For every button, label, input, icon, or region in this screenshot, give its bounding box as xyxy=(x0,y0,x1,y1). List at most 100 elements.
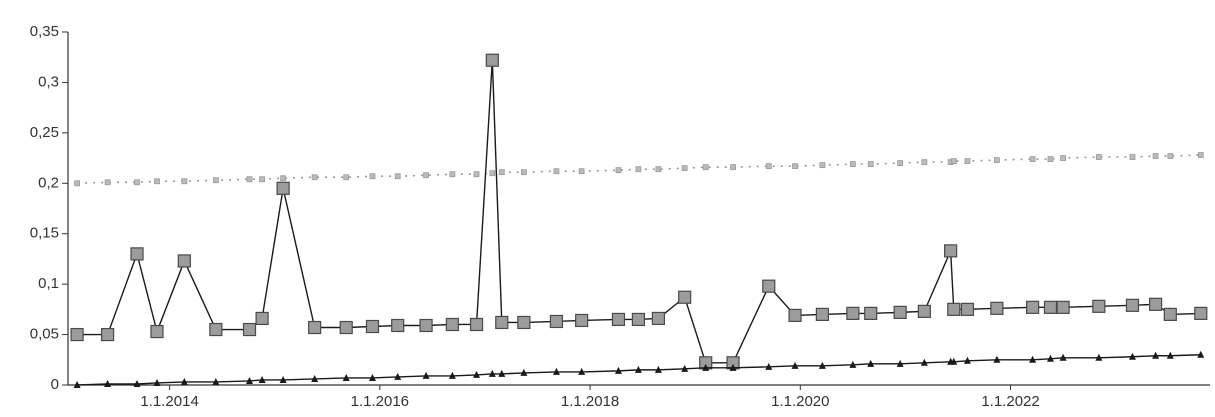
series-line xyxy=(77,354,1201,386)
triangle-marker xyxy=(950,357,958,365)
dot-marker xyxy=(498,169,505,176)
triangle-marker xyxy=(1166,351,1174,359)
dot-marker xyxy=(993,157,1000,163)
square-marker xyxy=(815,307,829,321)
square-marker xyxy=(1125,298,1140,312)
triangle-marker xyxy=(133,379,141,387)
triangle-marker xyxy=(342,373,350,381)
dot-marker xyxy=(1060,155,1066,161)
square-marker xyxy=(788,308,802,323)
triangle-marker xyxy=(258,375,266,383)
square-marker xyxy=(893,305,907,319)
series-line xyxy=(77,60,1201,364)
square-marker xyxy=(762,279,776,293)
square-marker xyxy=(1148,297,1163,311)
square-marker xyxy=(517,315,531,330)
triangle-marker xyxy=(552,367,560,375)
square-marker xyxy=(944,244,958,258)
dot-marker xyxy=(423,172,429,179)
triangle-marker xyxy=(1197,350,1205,358)
triangle-marker xyxy=(1095,353,1103,361)
triangle-marker xyxy=(180,377,188,385)
triangle-marker xyxy=(1128,352,1136,360)
square-marker xyxy=(445,317,459,332)
dot-marker xyxy=(1095,154,1102,160)
dot-marker xyxy=(246,176,253,183)
x-tick-label: 1.1.2014 xyxy=(140,393,198,410)
square-marker xyxy=(611,312,626,327)
triangle-marker xyxy=(488,369,496,377)
triangle-marker xyxy=(634,365,642,373)
triangle-marker xyxy=(498,369,506,377)
y-tick-label: 0,2 xyxy=(38,174,59,191)
dot-marker xyxy=(212,177,219,184)
dot-marker xyxy=(473,171,480,178)
triangle-marker xyxy=(394,372,402,380)
triangle-marker xyxy=(368,373,376,381)
triangle-marker xyxy=(849,360,857,368)
square-marker xyxy=(990,301,1004,315)
triangle-marker xyxy=(153,378,161,386)
square-marker xyxy=(100,327,115,342)
triangle-marker xyxy=(73,381,81,388)
dot-marker xyxy=(449,171,456,178)
dot-marker xyxy=(950,158,957,164)
triangle-marker xyxy=(791,361,799,369)
triangle-marker xyxy=(963,356,971,364)
square-marker xyxy=(469,317,484,332)
dot-marker xyxy=(1152,153,1159,159)
dot-marker xyxy=(520,169,527,176)
triangle-marker xyxy=(104,379,112,387)
square-marker xyxy=(1043,300,1058,314)
square-marker xyxy=(1092,299,1106,313)
square-marker xyxy=(130,247,144,261)
square-marker xyxy=(308,320,322,335)
triangle-marker xyxy=(765,362,773,370)
y-tick-label: 0 xyxy=(51,376,59,393)
y-tick-label: 0,35 xyxy=(30,23,59,40)
triangle-marker xyxy=(993,355,1001,363)
dot-marker xyxy=(343,174,350,181)
triangle-marker xyxy=(311,374,319,382)
triangle-marker xyxy=(578,367,586,375)
dot-marker xyxy=(394,173,401,180)
dot-marker xyxy=(702,164,709,171)
dot-marker xyxy=(921,159,928,166)
dot-marker xyxy=(280,175,287,182)
triangle-marker xyxy=(1152,351,1160,359)
triangle-marker xyxy=(1046,354,1054,362)
square-marker xyxy=(391,318,405,333)
triangle-marker xyxy=(867,359,875,367)
square-marker xyxy=(864,306,878,320)
y-tick-label: 0,3 xyxy=(38,73,59,90)
square-marker xyxy=(960,302,975,316)
square-marker xyxy=(1056,300,1070,314)
dot-marker xyxy=(1167,153,1174,159)
triangle-marker xyxy=(448,371,456,379)
dot-marker xyxy=(553,168,560,175)
square-marker xyxy=(1194,306,1208,320)
square-marker xyxy=(242,322,257,337)
triangle-marker xyxy=(473,370,481,378)
dot-marker xyxy=(615,167,622,174)
dot-marker xyxy=(730,164,736,171)
dot-marker xyxy=(681,165,688,172)
triangle-marker xyxy=(279,375,287,383)
dot-marker xyxy=(311,174,318,181)
triangle-marker xyxy=(818,361,826,369)
dot-marker xyxy=(74,180,81,187)
dot-marker xyxy=(635,166,642,173)
dot-marker xyxy=(849,161,856,168)
square-marker xyxy=(419,318,433,333)
square-marker xyxy=(651,311,665,326)
triangle-marker xyxy=(920,358,928,366)
dot-marker xyxy=(819,162,826,169)
dot-marker xyxy=(104,179,111,186)
y-tick-label: 0,25 xyxy=(30,124,59,141)
triangle-marker xyxy=(681,364,689,372)
x-tick-label: 1.1.2020 xyxy=(771,393,829,410)
x-tick-label: 1.1.2018 xyxy=(561,393,619,410)
square-marker xyxy=(209,322,223,337)
dot-marker xyxy=(655,166,662,173)
triangle-marker xyxy=(212,377,220,385)
